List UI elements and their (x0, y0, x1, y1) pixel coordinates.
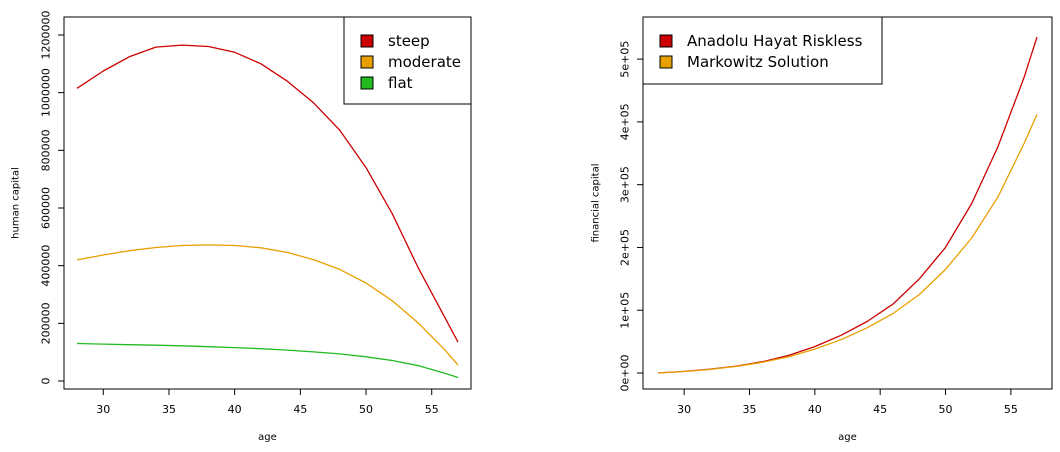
legend-swatch (360, 55, 374, 69)
x-tick-label: 30 (96, 403, 110, 416)
x-tick-label: 55 (425, 403, 439, 416)
series-line-moderate (76, 244, 459, 366)
human-capital-chart: 30 35 40 45 50 55 age 0 200000 400000 600000 800000… (11, 11, 472, 443)
x-tick-label: 35 (742, 403, 756, 416)
y-axis: 0e+00 1e+05 2e+05 3e+05 4e+05 5e+05 financial … (591, 41, 644, 392)
y-tick-label: 400000 (40, 245, 53, 287)
x-tick-label: 45 (873, 403, 887, 416)
y-tick-label: 1e+05 (619, 292, 632, 329)
series-line-flat (76, 342, 459, 379)
legend-swatch (659, 34, 673, 48)
y-tick-label: 0e+00 (619, 355, 632, 392)
x-tick-label: 50 (939, 403, 953, 416)
y-tick-label: 4e+05 (619, 103, 632, 140)
y-tick-label: 600000 (40, 187, 53, 229)
x-axis-title: age (258, 432, 277, 443)
y-axis: 0 200000 400000 600000 800000 1000000 1200000 h… (11, 11, 65, 385)
x-tick-label: 40 (808, 403, 822, 416)
y-tick-label: 1000000 (40, 68, 53, 117)
y-tick-label: 2e+05 (619, 229, 632, 266)
x-tick-label: 50 (359, 403, 373, 416)
legend-label: moderate (388, 53, 461, 71)
x-tick-label: 40 (228, 403, 242, 416)
legend: steep moderate flat (343, 16, 472, 105)
legend-label: Anadolu Hayat Riskless (687, 32, 863, 50)
x-axis-title: age (838, 432, 857, 443)
x-axis: 30 35 40 45 50 55 age (677, 388, 1018, 443)
y-axis-title: financial capital (591, 163, 602, 242)
x-tick-label: 30 (677, 403, 691, 416)
legend-swatch (360, 76, 374, 90)
x-axis: 30 35 40 45 50 55 age (96, 388, 439, 443)
x-tick-label: 55 (1004, 403, 1018, 416)
y-tick-label: 800000 (40, 129, 53, 171)
series-line-markowitz-solution (657, 114, 1038, 374)
y-tick-label: 5e+05 (619, 41, 632, 78)
y-tick-label: 3e+05 (619, 166, 632, 203)
series-line-steep (76, 44, 459, 343)
series-line-anadolu-hayat-riskless (657, 36, 1038, 374)
y-tick-label: 1200000 (40, 11, 53, 60)
y-tick-label: 200000 (40, 302, 53, 344)
x-tick-label: 45 (293, 403, 307, 416)
x-tick-label: 35 (162, 403, 176, 416)
legend-swatch (659, 55, 673, 69)
legend-box (642, 16, 883, 85)
legend-label: steep (388, 32, 430, 50)
legend-label: Markowitz Solution (687, 53, 829, 71)
financial-capital-chart: 30 35 40 45 50 55 age 0e+00 1e+05 2e+05 3e+05 4e+05… (591, 16, 1053, 443)
legend: Anadolu Hayat Riskless Markowitz Solution (642, 16, 883, 85)
legend-swatch (360, 34, 374, 48)
legend-label: flat (388, 74, 413, 92)
y-tick-label: 0 (40, 378, 53, 385)
y-axis-title: human capital (11, 167, 22, 239)
